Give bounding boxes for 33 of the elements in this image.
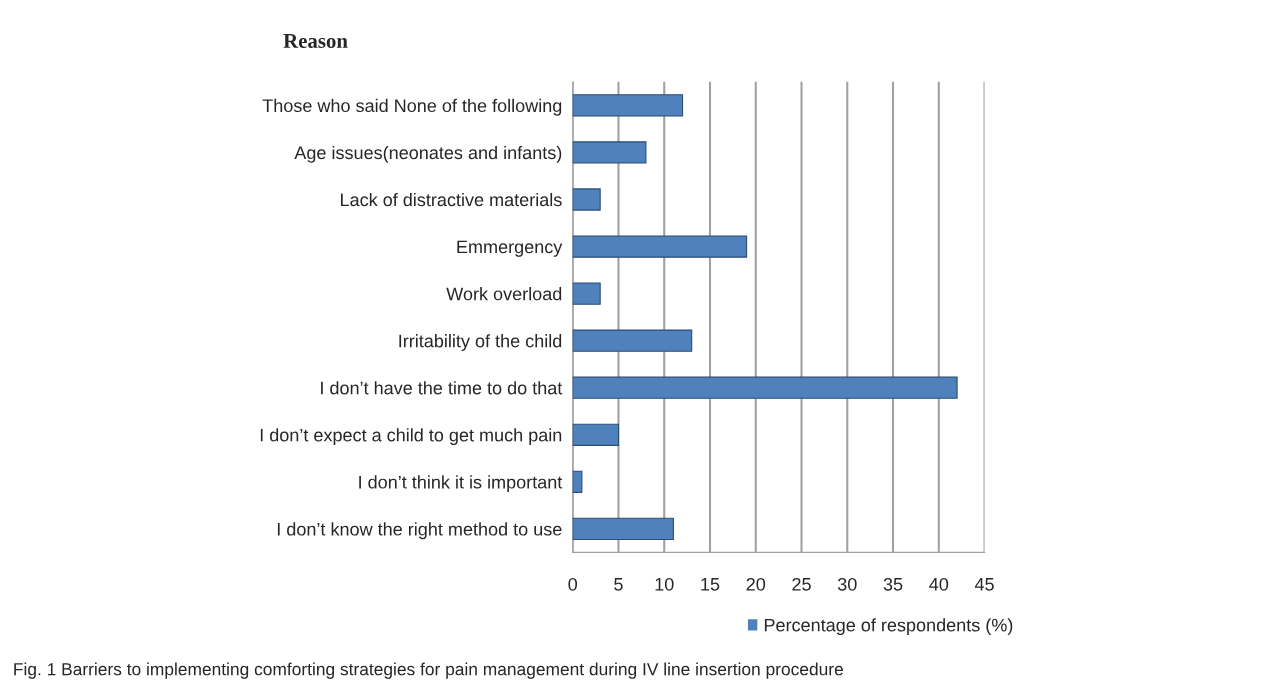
x-tick-label: 30	[837, 577, 857, 591]
bar	[572, 94, 684, 117]
bar	[572, 423, 620, 446]
bar	[572, 376, 958, 399]
y-tick-label: Emmergency	[457, 240, 563, 257]
x-tick-label: 25	[792, 577, 811, 591]
y-tick-label: I don’t think it is important	[359, 475, 563, 493]
bar	[572, 517, 674, 541]
bar	[572, 235, 748, 258]
y-tick-label: Those who said None of the following	[262, 98, 562, 116]
bar	[572, 141, 647, 164]
bar	[572, 188, 601, 211]
bar	[572, 470, 583, 493]
legend-label: Percentage of respondents (%)	[764, 618, 1013, 636]
y-tick-label: Work overload	[446, 287, 562, 301]
x-tick-label: 10	[655, 577, 674, 591]
x-tick-label: 0	[568, 577, 578, 591]
caption: Fig. 1 Barriers to implementing comforting strategies for pain management during IV line insertion procedure	[14, 662, 843, 679]
y-tick-label: I don’t expect a child to get much pain	[260, 428, 562, 446]
x-tick-label: 15	[701, 578, 720, 591]
x-tick-label: 5	[614, 578, 623, 591]
bar	[572, 282, 601, 305]
y-tick-label: Age issues(neonates and infants)	[294, 145, 562, 163]
x-tick-label: 20	[746, 577, 766, 591]
text: Reason	[283, 34, 348, 48]
bar	[572, 329, 693, 352]
y-tick-label: I don’t know the right method to use	[277, 522, 562, 540]
x-tick-label: 45	[974, 578, 994, 591]
x-tick-label: 40	[929, 577, 949, 591]
y-tick-label: Irritability of the child	[399, 334, 562, 351]
x-tick-label: 35	[883, 577, 903, 591]
y-tick-label: I don’t have the time to do that	[321, 381, 563, 395]
y-tick-label: Lack of distractive materials	[341, 192, 562, 207]
